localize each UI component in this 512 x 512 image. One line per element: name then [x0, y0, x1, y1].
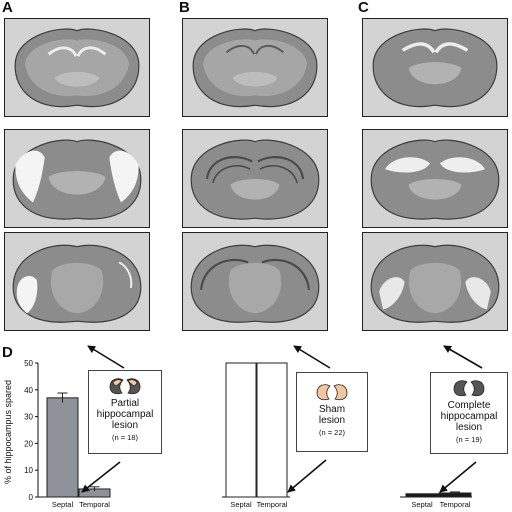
complete-icon-right — [470, 380, 485, 397]
panel-label-a: A — [2, 0, 13, 16]
partial-label-line-2: hippocampal — [96, 409, 154, 420]
y-tick-label: 50 — [24, 359, 33, 368]
brain-slice-c-1 — [362, 18, 508, 117]
x-tick-label: Septal — [411, 500, 433, 509]
complete-sample-size: (n = 19) — [455, 435, 483, 444]
partial-lesion-brain-icon — [109, 378, 141, 395]
complete-label-line-3: lesion — [455, 422, 483, 433]
pointer-arrow — [443, 345, 483, 369]
bar-2-septal — [225, 362, 257, 498]
y-axis: 0 10 20 30 40 50 — [24, 359, 39, 502]
bar-groups: Septal Temporal Septal Temporal Septal Tempor… — [38, 362, 472, 509]
y-tick-label: 10 — [24, 466, 33, 475]
group-label-partial: Partial hippocampal lesion (n = 18) — [88, 370, 162, 454]
y-tick-label: 40 — [24, 386, 33, 395]
brain-slice-c-2 — [362, 129, 508, 228]
brain-slice-b-2 — [182, 129, 328, 228]
brain-slice-a-2 — [4, 129, 150, 228]
panel-label-c: C — [358, 0, 369, 16]
sham-sample-size: (n = 22) — [318, 428, 346, 437]
partial-label-line-1: Partial — [110, 398, 140, 409]
complete-icon-left — [453, 380, 468, 397]
y-tick-label: 30 — [24, 413, 33, 422]
complete-label-line-1: Complete — [447, 400, 491, 411]
panel-label-b: B — [179, 0, 190, 16]
partial-icon-spared-left — [112, 379, 123, 387]
y-tick-label: 20 — [24, 439, 33, 448]
group-label-sham: Sham lesion (n = 22) — [296, 372, 368, 452]
partial-icon-spared-right — [127, 379, 138, 387]
complete-label-line-2: hippocampal — [440, 411, 498, 422]
brain-slice-b-3 — [182, 232, 328, 331]
x-tick-label: Temporal — [79, 500, 110, 509]
partial-label-line-3: lesion — [111, 420, 139, 431]
pointer-arrow — [293, 345, 331, 369]
group-label-complete: Complete hippocampal lesion (n = 19) — [430, 372, 508, 454]
bar-2-temporal — [256, 362, 288, 498]
annotation-arrows — [81, 345, 483, 493]
sham-icon-left — [316, 384, 331, 401]
pointer-arrow — [287, 459, 327, 493]
brain-slice-b-1 — [182, 18, 328, 117]
sham-icon-right — [333, 384, 348, 401]
sham-label-line-2: lesion — [318, 415, 346, 426]
pointer-arrow — [81, 461, 121, 493]
partial-sample-size: (n = 18) — [111, 433, 139, 442]
x-tick-label: Septal — [52, 500, 74, 509]
pointer-arrow — [439, 461, 477, 493]
x-tick-label: Septal — [230, 500, 252, 509]
y-tick-label: 0 — [29, 493, 34, 502]
y-axis-title: % of hippocampus spared — [3, 380, 13, 484]
complete-lesion-brain-icon — [453, 380, 485, 397]
x-tick-label: Temporal — [440, 500, 471, 509]
x-tick-label: Temporal — [257, 500, 288, 509]
sham-lesion-brain-icon — [316, 384, 348, 401]
sham-label-line-1: Sham — [318, 404, 346, 415]
pointer-arrow — [87, 345, 125, 369]
bar-3-septal — [405, 493, 439, 498]
panel-label-d: D — [2, 344, 13, 361]
brain-slice-c-3 — [362, 232, 508, 331]
brain-slice-a-3 — [4, 232, 150, 331]
brain-slice-a-1 — [4, 18, 150, 117]
bar-1-septal — [46, 397, 79, 498]
